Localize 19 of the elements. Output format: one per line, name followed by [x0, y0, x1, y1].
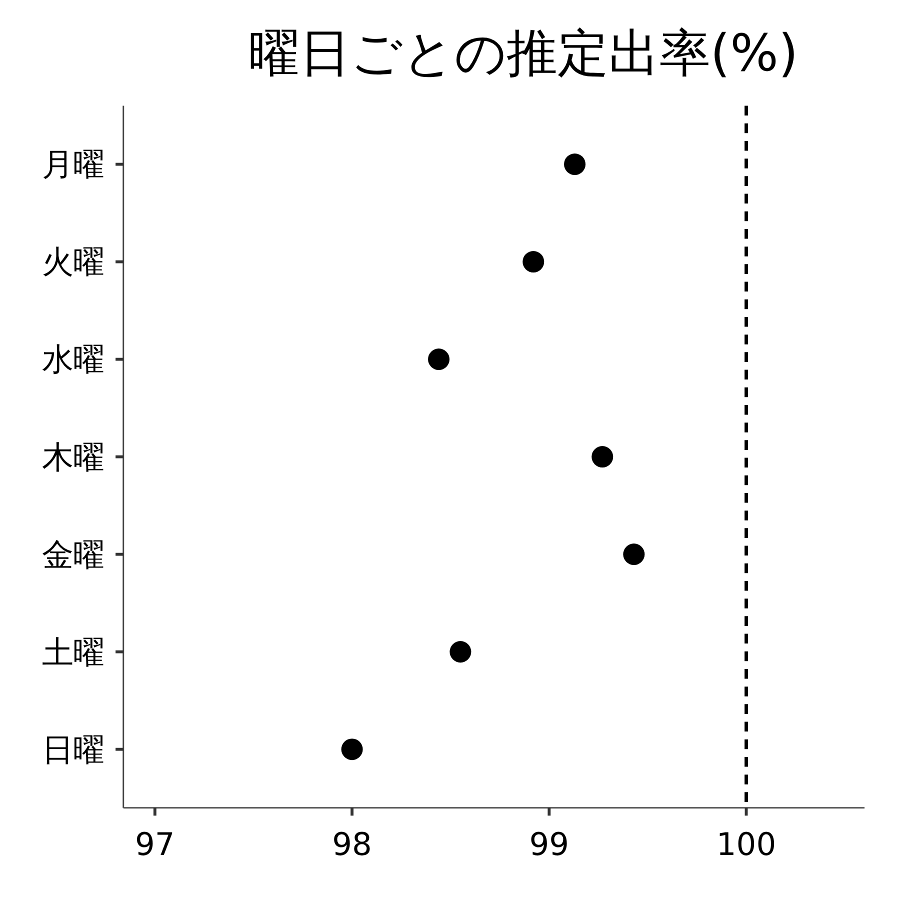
y-tick-label: 水曜: [42, 342, 104, 378]
y-tick-label: 日曜: [42, 732, 104, 768]
point: [592, 446, 614, 468]
point: [522, 251, 544, 273]
point: [450, 641, 472, 663]
x-tick-label: 98: [332, 826, 372, 863]
point: [428, 348, 450, 370]
x-tick-label: 97: [135, 826, 175, 863]
x-tick-label: 99: [529, 826, 570, 863]
point: [623, 544, 645, 566]
y-tick-label: 土曜: [42, 634, 104, 671]
y-tick-label: 金曜: [42, 537, 104, 574]
y-tick-label: 月曜: [42, 147, 104, 184]
chart-title: 曜日ごとの推定出率(%): [248, 24, 798, 83]
point: [341, 738, 363, 760]
point: [564, 154, 586, 176]
y-tick-label: 火曜: [42, 244, 104, 281]
x-tick-label: 100: [716, 826, 776, 863]
y-tick-label: 木曜: [42, 440, 104, 476]
